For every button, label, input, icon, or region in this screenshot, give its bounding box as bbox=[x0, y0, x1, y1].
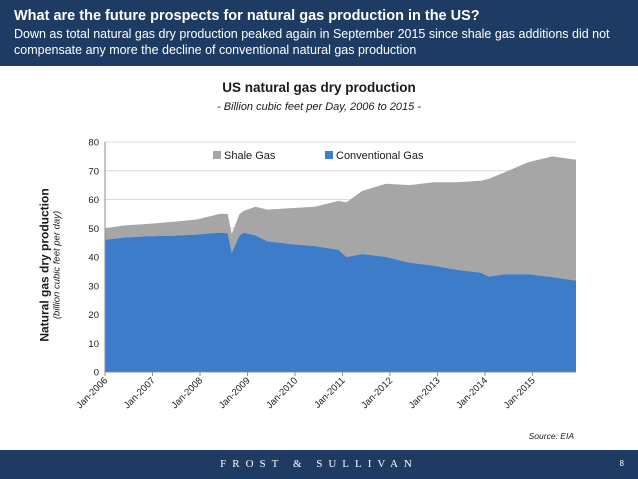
x-tick-label: Jan-2011 bbox=[312, 375, 347, 410]
series-area-conventional-gas bbox=[105, 232, 576, 372]
legend-label: Shale Gas bbox=[224, 150, 276, 162]
x-tick-label: Jan-2015 bbox=[502, 375, 538, 411]
x-tick-label: Jan-2014 bbox=[454, 375, 490, 411]
x-tick-label: Jan-2009 bbox=[217, 375, 253, 411]
slide-footer: FROST & SULLIVAN 8 bbox=[0, 450, 638, 479]
y-tick-label: 60 bbox=[88, 195, 99, 206]
slide-title: What are the future prospects for natura… bbox=[14, 8, 480, 24]
x-tick-label: Jan-2006 bbox=[74, 375, 110, 411]
chart-title: US natural gas dry production bbox=[222, 80, 416, 95]
x-tick-label: Jan-2008 bbox=[169, 375, 205, 411]
y-tick-label: 80 bbox=[88, 138, 99, 149]
area-chart: 0 10 20 30 40 50 60 70 80 Jan-2006 Jan-2007 Jan-200… bbox=[74, 138, 576, 411]
x-tick-label: Jan-2007 bbox=[122, 375, 158, 411]
legend-label: Conventional Gas bbox=[336, 150, 424, 162]
x-tick-label: Jan-2012 bbox=[359, 375, 395, 411]
brand-logo: FROST & SULLIVAN bbox=[220, 458, 418, 470]
chart-subtitle: - Billion cubic feet per Day, 2006 to 20… bbox=[216, 101, 422, 113]
legend-swatch bbox=[325, 151, 333, 159]
series-area-shale-gas bbox=[105, 156, 576, 281]
slide-header: What are the future prospects for natura… bbox=[0, 0, 638, 66]
y-tick-label: 50 bbox=[88, 224, 99, 235]
y-tick-label: 30 bbox=[88, 281, 99, 292]
y-tick-label: 20 bbox=[88, 310, 99, 321]
y-tick-label: 70 bbox=[88, 166, 99, 177]
page-number: 8 bbox=[619, 459, 624, 468]
slide-subtitle: Down as total natural gas dry production… bbox=[14, 27, 610, 57]
x-tick-label: Jan-2013 bbox=[407, 375, 443, 411]
y-tick-label: 0 bbox=[94, 368, 99, 379]
legend-swatch bbox=[213, 151, 221, 159]
source-note: Source: EIA bbox=[528, 431, 574, 441]
y-tick-label: 10 bbox=[88, 339, 99, 350]
x-tick-label: Jan-2010 bbox=[264, 375, 300, 411]
y-tick-label: 40 bbox=[88, 253, 99, 264]
